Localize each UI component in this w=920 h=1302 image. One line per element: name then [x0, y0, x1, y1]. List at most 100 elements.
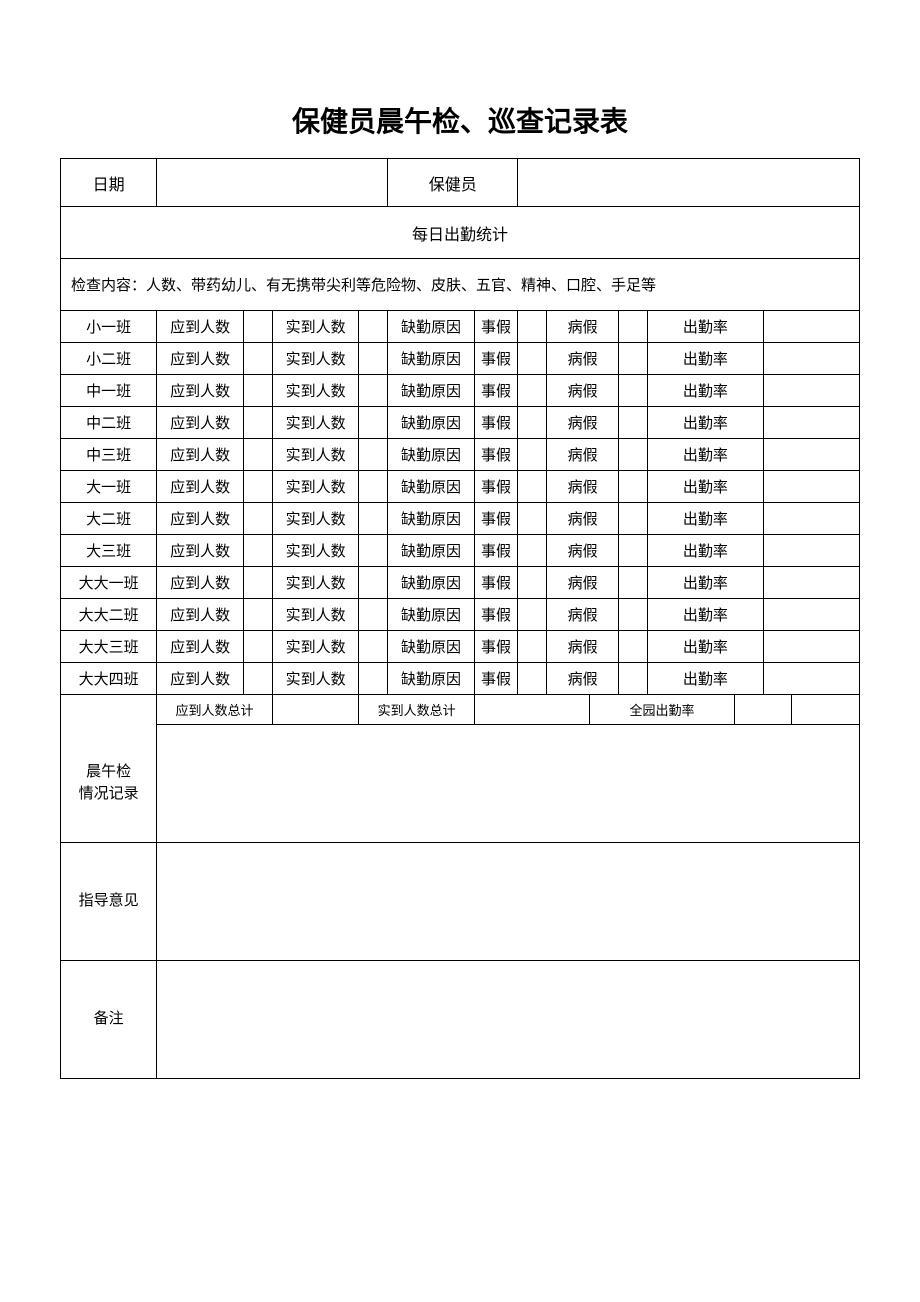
expected-value[interactable]	[243, 311, 272, 343]
sick-leave-value[interactable]	[619, 503, 648, 535]
actual-label: 实到人数	[272, 663, 359, 695]
guidance-label: 指导意见	[61, 843, 157, 961]
rate-value[interactable]	[763, 503, 859, 535]
rate-label: 出勤率	[648, 439, 763, 471]
rate-value[interactable]	[763, 343, 859, 375]
actual-value[interactable]	[359, 375, 388, 407]
actual-value[interactable]	[359, 439, 388, 471]
absence-label: 缺勤原因	[388, 631, 475, 663]
date-value[interactable]	[157, 159, 388, 207]
personal-leave-value[interactable]	[518, 343, 547, 375]
actual-value[interactable]	[359, 407, 388, 439]
personal-leave-value[interactable]	[518, 567, 547, 599]
personal-leave-value[interactable]	[518, 631, 547, 663]
remarks-value[interactable]	[157, 961, 860, 1079]
actual-value[interactable]	[359, 567, 388, 599]
overall-rate-value[interactable]	[734, 695, 792, 725]
sick-leave-value[interactable]	[619, 567, 648, 599]
rate-label: 出勤率	[648, 311, 763, 343]
personal-leave-value[interactable]	[518, 471, 547, 503]
sick-leave-value[interactable]	[619, 535, 648, 567]
personal-leave-label: 事假	[474, 567, 517, 599]
rate-value[interactable]	[763, 471, 859, 503]
date-label: 日期	[61, 159, 157, 207]
rate-label: 出勤率	[648, 343, 763, 375]
actual-value[interactable]	[359, 503, 388, 535]
rate-label: 出勤率	[648, 663, 763, 695]
inspection-record-row: 晨午检情况记录	[61, 725, 860, 843]
rate-value[interactable]	[763, 631, 859, 663]
expected-label: 应到人数	[157, 343, 244, 375]
sick-leave-value[interactable]	[619, 663, 648, 695]
class-name: 小二班	[61, 343, 157, 375]
rate-value[interactable]	[763, 311, 859, 343]
rate-value[interactable]	[763, 599, 859, 631]
rate-value[interactable]	[763, 535, 859, 567]
rate-value[interactable]	[763, 439, 859, 471]
page-title: 保健员晨午检、巡查记录表	[60, 100, 860, 140]
sick-leave-label: 病假	[547, 663, 619, 695]
actual-value[interactable]	[359, 471, 388, 503]
expected-value[interactable]	[243, 503, 272, 535]
actual-total-value[interactable]	[474, 695, 589, 725]
guidance-value[interactable]	[157, 843, 860, 961]
personal-leave-value[interactable]	[518, 535, 547, 567]
sick-leave-value[interactable]	[619, 599, 648, 631]
expected-value[interactable]	[243, 375, 272, 407]
actual-value[interactable]	[359, 311, 388, 343]
sick-leave-label: 病假	[547, 599, 619, 631]
actual-value[interactable]	[359, 631, 388, 663]
inspection-record-value[interactable]	[157, 725, 860, 843]
actual-value[interactable]	[359, 599, 388, 631]
overall-rate-label: 全园出勤率	[590, 695, 734, 725]
sick-leave-label: 病假	[547, 407, 619, 439]
sick-leave-label: 病假	[547, 535, 619, 567]
class-row: 大一班应到人数实到人数缺勤原因事假病假出勤率	[61, 471, 860, 503]
expected-value[interactable]	[243, 407, 272, 439]
personal-leave-label: 事假	[474, 407, 517, 439]
sick-leave-value[interactable]	[619, 343, 648, 375]
expected-label: 应到人数	[157, 439, 244, 471]
expected-value[interactable]	[243, 567, 272, 599]
expected-value[interactable]	[243, 663, 272, 695]
expected-value[interactable]	[243, 599, 272, 631]
sick-leave-value[interactable]	[619, 311, 648, 343]
personal-leave-value[interactable]	[518, 311, 547, 343]
expected-value[interactable]	[243, 535, 272, 567]
actual-value[interactable]	[359, 535, 388, 567]
expected-value[interactable]	[243, 343, 272, 375]
sick-leave-value[interactable]	[619, 631, 648, 663]
sick-leave-label: 病假	[547, 471, 619, 503]
expected-value[interactable]	[243, 471, 272, 503]
actual-value[interactable]	[359, 343, 388, 375]
actual-value[interactable]	[359, 663, 388, 695]
expected-value[interactable]	[243, 631, 272, 663]
rate-value[interactable]	[763, 663, 859, 695]
actual-label: 实到人数	[272, 535, 359, 567]
class-row: 大大四班应到人数实到人数缺勤原因事假病假出勤率	[61, 663, 860, 695]
personal-leave-value[interactable]	[518, 439, 547, 471]
personal-leave-value[interactable]	[518, 663, 547, 695]
absence-label: 缺勤原因	[388, 535, 475, 567]
sick-leave-value[interactable]	[619, 439, 648, 471]
sick-leave-value[interactable]	[619, 375, 648, 407]
rate-label: 出勤率	[648, 375, 763, 407]
sick-leave-value[interactable]	[619, 407, 648, 439]
staff-value[interactable]	[518, 159, 860, 207]
personal-leave-value[interactable]	[518, 599, 547, 631]
rate-value[interactable]	[763, 567, 859, 599]
expected-label: 应到人数	[157, 375, 244, 407]
class-name: 大大四班	[61, 663, 157, 695]
expected-total-value[interactable]	[272, 695, 359, 725]
sick-leave-value[interactable]	[619, 471, 648, 503]
personal-leave-value[interactable]	[518, 375, 547, 407]
actual-label: 实到人数	[272, 439, 359, 471]
personal-leave-value[interactable]	[518, 407, 547, 439]
overall-rate-extra[interactable]	[792, 695, 860, 725]
rate-value[interactable]	[763, 407, 859, 439]
sick-leave-label: 病假	[547, 567, 619, 599]
expected-value[interactable]	[243, 439, 272, 471]
personal-leave-value[interactable]	[518, 503, 547, 535]
rate-value[interactable]	[763, 375, 859, 407]
personal-leave-label: 事假	[474, 439, 517, 471]
